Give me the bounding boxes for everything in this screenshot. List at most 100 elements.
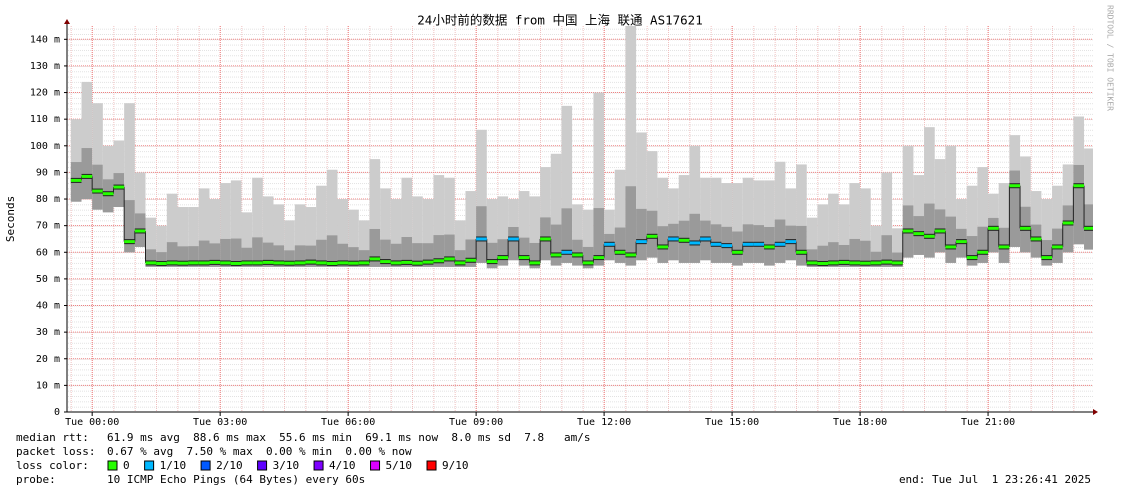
median	[294, 261, 306, 265]
median	[689, 241, 701, 245]
smoke-core	[412, 243, 423, 267]
median	[668, 237, 679, 241]
smoke-band	[732, 183, 743, 266]
smoke-core	[390, 243, 402, 267]
smoke-band	[1020, 156, 1031, 253]
smoke-band	[358, 220, 370, 267]
smoke-band	[134, 172, 146, 247]
median	[860, 261, 871, 265]
smoke-band	[689, 145, 701, 263]
median	[273, 261, 285, 265]
median	[486, 260, 498, 264]
smoke-band	[646, 151, 658, 258]
median	[614, 250, 626, 254]
median	[849, 261, 861, 265]
legend-entry: 2/10	[216, 459, 243, 472]
smoke-band	[230, 180, 242, 267]
median	[1020, 226, 1031, 230]
smoke-band	[177, 207, 189, 267]
smoke-core	[806, 249, 818, 267]
smoke-core	[113, 173, 125, 208]
smoke-core	[796, 225, 807, 266]
smoke-core	[486, 242, 498, 269]
smoke-band	[806, 217, 818, 267]
y-tick-label: 110 m	[30, 114, 60, 125]
smoke-band	[721, 183, 733, 263]
x-tick-label: Tue 15:00	[705, 417, 759, 428]
median	[476, 237, 487, 241]
median	[166, 261, 178, 265]
smoke-band	[657, 177, 669, 263]
median	[977, 250, 989, 254]
median	[177, 261, 189, 265]
median	[454, 261, 466, 265]
smoke-core	[156, 252, 167, 267]
legend-swatch	[200, 460, 211, 471]
smoke-core	[262, 242, 274, 267]
smoke-core	[582, 246, 594, 269]
smoke-core	[945, 216, 957, 263]
median	[284, 261, 295, 265]
smoke-band	[593, 92, 605, 266]
smoke-band	[444, 177, 455, 267]
smoke-core	[593, 208, 605, 266]
median	[113, 185, 125, 189]
smoke-core	[177, 246, 189, 267]
smoke-band	[678, 175, 690, 263]
smoke-core	[284, 250, 295, 267]
smoke-core	[348, 247, 359, 267]
smoke-core	[668, 223, 679, 261]
median	[870, 261, 882, 265]
plot-area	[70, 26, 1093, 269]
smoke-core	[188, 246, 199, 267]
smoke-core	[977, 226, 989, 263]
x-tick-label: Tue 06:00	[321, 417, 375, 428]
median	[998, 245, 1010, 249]
smoke-band	[465, 191, 477, 267]
x-tick-label: Tue 03:00	[193, 417, 247, 428]
smoke-core	[454, 250, 466, 267]
median	[156, 261, 167, 265]
smoke-core	[924, 203, 935, 258]
smoke-band	[102, 145, 114, 213]
legend-swatch	[426, 460, 437, 471]
smoke-band	[561, 105, 573, 263]
y-tick-label: 130 m	[30, 61, 60, 72]
smoke-band	[273, 204, 285, 267]
median	[262, 260, 274, 264]
median	[678, 238, 690, 242]
y-axis-label: Seconds	[4, 196, 17, 242]
median	[657, 245, 669, 249]
median	[326, 261, 338, 265]
smoke-core	[988, 217, 999, 253]
smoke-band	[156, 225, 167, 267]
smoke-core	[465, 239, 477, 267]
legend-entry: 1/10	[160, 459, 187, 472]
median	[593, 256, 605, 260]
legend-swatch	[313, 460, 324, 471]
legend-swatch	[370, 460, 381, 471]
smoke-core	[166, 242, 178, 267]
median	[625, 253, 637, 257]
smoke-band	[316, 185, 327, 267]
y-tick-label: 20 m	[36, 354, 60, 365]
smoke-band	[401, 177, 413, 267]
smoke-core	[625, 186, 637, 266]
legend-label: loss color:	[16, 459, 89, 472]
median	[934, 229, 946, 233]
smoke-core	[561, 208, 573, 263]
smoke-band	[209, 199, 221, 267]
smoke-band	[945, 145, 957, 263]
legend-swatch	[107, 460, 118, 471]
smoke-core	[316, 239, 327, 267]
smoke-band	[454, 220, 466, 267]
smoke-band	[497, 196, 509, 266]
median	[1062, 221, 1074, 225]
legend-entry: 3/10	[273, 459, 300, 472]
smoke-band	[92, 103, 103, 210]
smoke-band	[614, 169, 626, 263]
x-tick-label: Tue 00:00	[65, 417, 119, 428]
x-tick-label: Tue 21:00	[961, 417, 1015, 428]
smoke-core	[838, 244, 850, 267]
